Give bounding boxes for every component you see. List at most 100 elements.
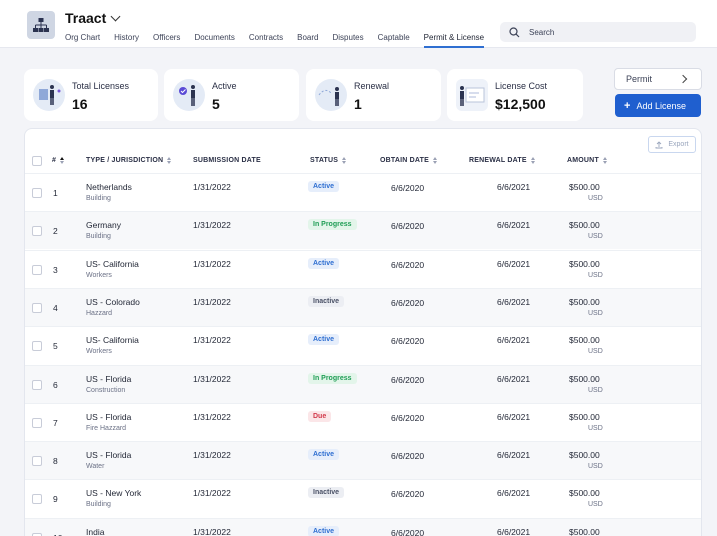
obtain-date: 6/6/2020	[391, 374, 425, 385]
row-number: 7	[53, 417, 58, 428]
search-input[interactable]	[529, 27, 679, 37]
renewal-date: 6/6/2021	[497, 411, 531, 422]
submission-date: 1/31/2022	[193, 450, 231, 461]
column-header-type[interactable]: TYPE / JURISDICTION	[86, 157, 172, 164]
column-label: STATUS	[310, 157, 339, 164]
sort-icon	[602, 157, 607, 164]
status-badge: Due	[308, 410, 332, 422]
export-button[interactable]: Export	[648, 136, 696, 153]
stat-label: Total Licenses	[72, 81, 130, 91]
license-type: Building	[86, 233, 111, 241]
add-license-button[interactable]: + Add License	[615, 94, 701, 117]
upload-icon	[655, 140, 663, 148]
column-header-submission[interactable]: SUBMISSION DATE	[193, 157, 261, 164]
row-number: 1	[53, 188, 58, 198]
license-type: Water	[86, 463, 105, 471]
obtain-date: 6/6/2020	[391, 221, 425, 232]
column-header-number[interactable]: #	[52, 157, 65, 164]
tab-permit-license[interactable]: Permit & License	[423, 33, 485, 48]
row-checkbox[interactable]	[32, 532, 42, 536]
jurisdiction: US - Florida	[86, 373, 132, 384]
column-header-status[interactable]: STATUS	[310, 157, 347, 164]
row-checkbox[interactable]	[32, 417, 42, 428]
chevron-down-icon	[110, 11, 121, 21]
renewal-date: 6/6/2021	[497, 220, 531, 231]
select-all-checkbox[interactable]	[32, 156, 42, 166]
tab-history[interactable]: History	[114, 33, 140, 42]
search-icon	[509, 26, 520, 37]
search-box[interactable]	[500, 22, 696, 42]
licenses-table-panel: Export # TYPE / JURISDICTION SUBMISSION …	[24, 128, 702, 536]
submission-date: 1/31/2022	[193, 258, 231, 269]
tab-captable[interactable]: Captable	[377, 33, 410, 42]
obtain-date: 6/6/2020	[391, 183, 425, 193]
stat-value: $12,500	[495, 96, 546, 112]
tab-contracts[interactable]: Contracts	[248, 33, 284, 42]
status-badge: In Progress	[308, 372, 357, 384]
amount: $500.00	[569, 373, 600, 384]
stat-value: 1	[354, 96, 362, 112]
table-row[interactable]: 5 US- California Workers 1/31/2022 Active 6/6…	[25, 326, 701, 364]
jurisdiction: US- California	[86, 335, 139, 346]
table-row[interactable]: 7 US - Florida Fire Hazzard 1/31/2022 Due 6/6…	[25, 402, 701, 441]
stat-value: 16	[72, 96, 88, 112]
tab-board[interactable]: Board	[297, 33, 319, 42]
permit-dropdown-button[interactable]: Permit	[614, 68, 702, 90]
brand-dropdown[interactable]: Traact	[65, 10, 121, 26]
obtain-date: 6/6/2020	[391, 259, 425, 270]
currency: USD	[588, 424, 603, 432]
table-row[interactable]: 10 India 1/31/2022 Active 6/6/2020 6/6/2021 $5…	[25, 517, 701, 536]
table-row[interactable]: 3 US- California Workers 1/31/2022 Active 6/6…	[25, 249, 701, 288]
row-checkbox[interactable]	[32, 379, 42, 390]
sort-icon	[342, 157, 347, 164]
row-checkbox[interactable]	[32, 341, 42, 352]
table-row[interactable]: 6 US - Florida Construction 1/31/2022 In Pro…	[25, 364, 701, 403]
amount: $500.00	[569, 335, 600, 346]
currency: USD	[588, 348, 603, 356]
row-number: 5	[53, 341, 58, 352]
permit-label: Permit	[626, 74, 653, 84]
export-label: Export	[668, 141, 689, 148]
tab-disputes[interactable]: Disputes	[332, 33, 364, 42]
row-checkbox[interactable]	[32, 456, 42, 467]
org-chart-icon[interactable]	[27, 11, 55, 39]
nav-tabs: Org Chart History Officers Documents Con…	[65, 33, 498, 48]
status-badge: Inactive	[308, 295, 345, 307]
column-header-obtain[interactable]: OBTAIN DATE	[380, 157, 437, 164]
row-number: 10	[53, 533, 62, 536]
obtain-date: 6/6/2020	[391, 297, 425, 308]
row-number: 3	[53, 264, 58, 275]
renewal-date: 6/6/2021	[497, 373, 531, 384]
status-badge: Active	[308, 181, 340, 192]
obtain-date: 6/6/2020	[391, 412, 425, 423]
stat-card-license-cost: License Cost $12,500	[447, 69, 583, 121]
tab-org-chart[interactable]: Org Chart	[65, 33, 101, 42]
sort-icon	[433, 157, 437, 164]
jurisdiction: US- California	[86, 258, 139, 269]
row-checkbox[interactable]	[32, 226, 42, 237]
table-row[interactable]: 2 Germany Building 1/31/2022 In Progress 6/6/…	[25, 211, 701, 250]
tab-officers[interactable]: Officers	[153, 33, 181, 42]
tab-documents[interactable]: Documents	[194, 33, 235, 42]
table-row[interactable]: 4 US - Colorado Hazzard 1/31/2022 Inactive 6/…	[25, 287, 701, 326]
column-header-renewal[interactable]: RENEWAL DATE	[469, 157, 535, 164]
renewal-date: 6/6/2021	[497, 526, 531, 536]
row-checkbox[interactable]	[32, 302, 42, 313]
obtain-date: 6/6/2020	[391, 489, 425, 500]
submission-date: 1/31/2022	[193, 411, 231, 422]
jurisdiction: Germany	[86, 220, 121, 231]
table-row[interactable]: 8 US - Florida Water 1/31/2022 Active 6/6/202…	[25, 441, 701, 480]
amount: $500.00	[569, 258, 600, 269]
table-row[interactable]: 9 US - New York Building 1/31/2022 Inactive 6…	[25, 479, 701, 517]
plus-icon: +	[624, 99, 631, 112]
currency: USD	[588, 271, 603, 279]
column-header-amount[interactable]: AMOUNT	[567, 157, 607, 164]
row-checkbox[interactable]	[32, 264, 42, 275]
renewal-date: 6/6/2021	[497, 296, 531, 307]
row-checkbox[interactable]	[32, 494, 42, 505]
submission-date: 1/31/2022	[193, 526, 231, 536]
chevron-right-icon	[678, 74, 688, 84]
table-row[interactable]: 1 Netherlands Building 1/31/2022 Active 6/6/2…	[25, 173, 701, 211]
row-checkbox[interactable]	[32, 188, 42, 198]
status-badge: Active	[308, 525, 340, 536]
